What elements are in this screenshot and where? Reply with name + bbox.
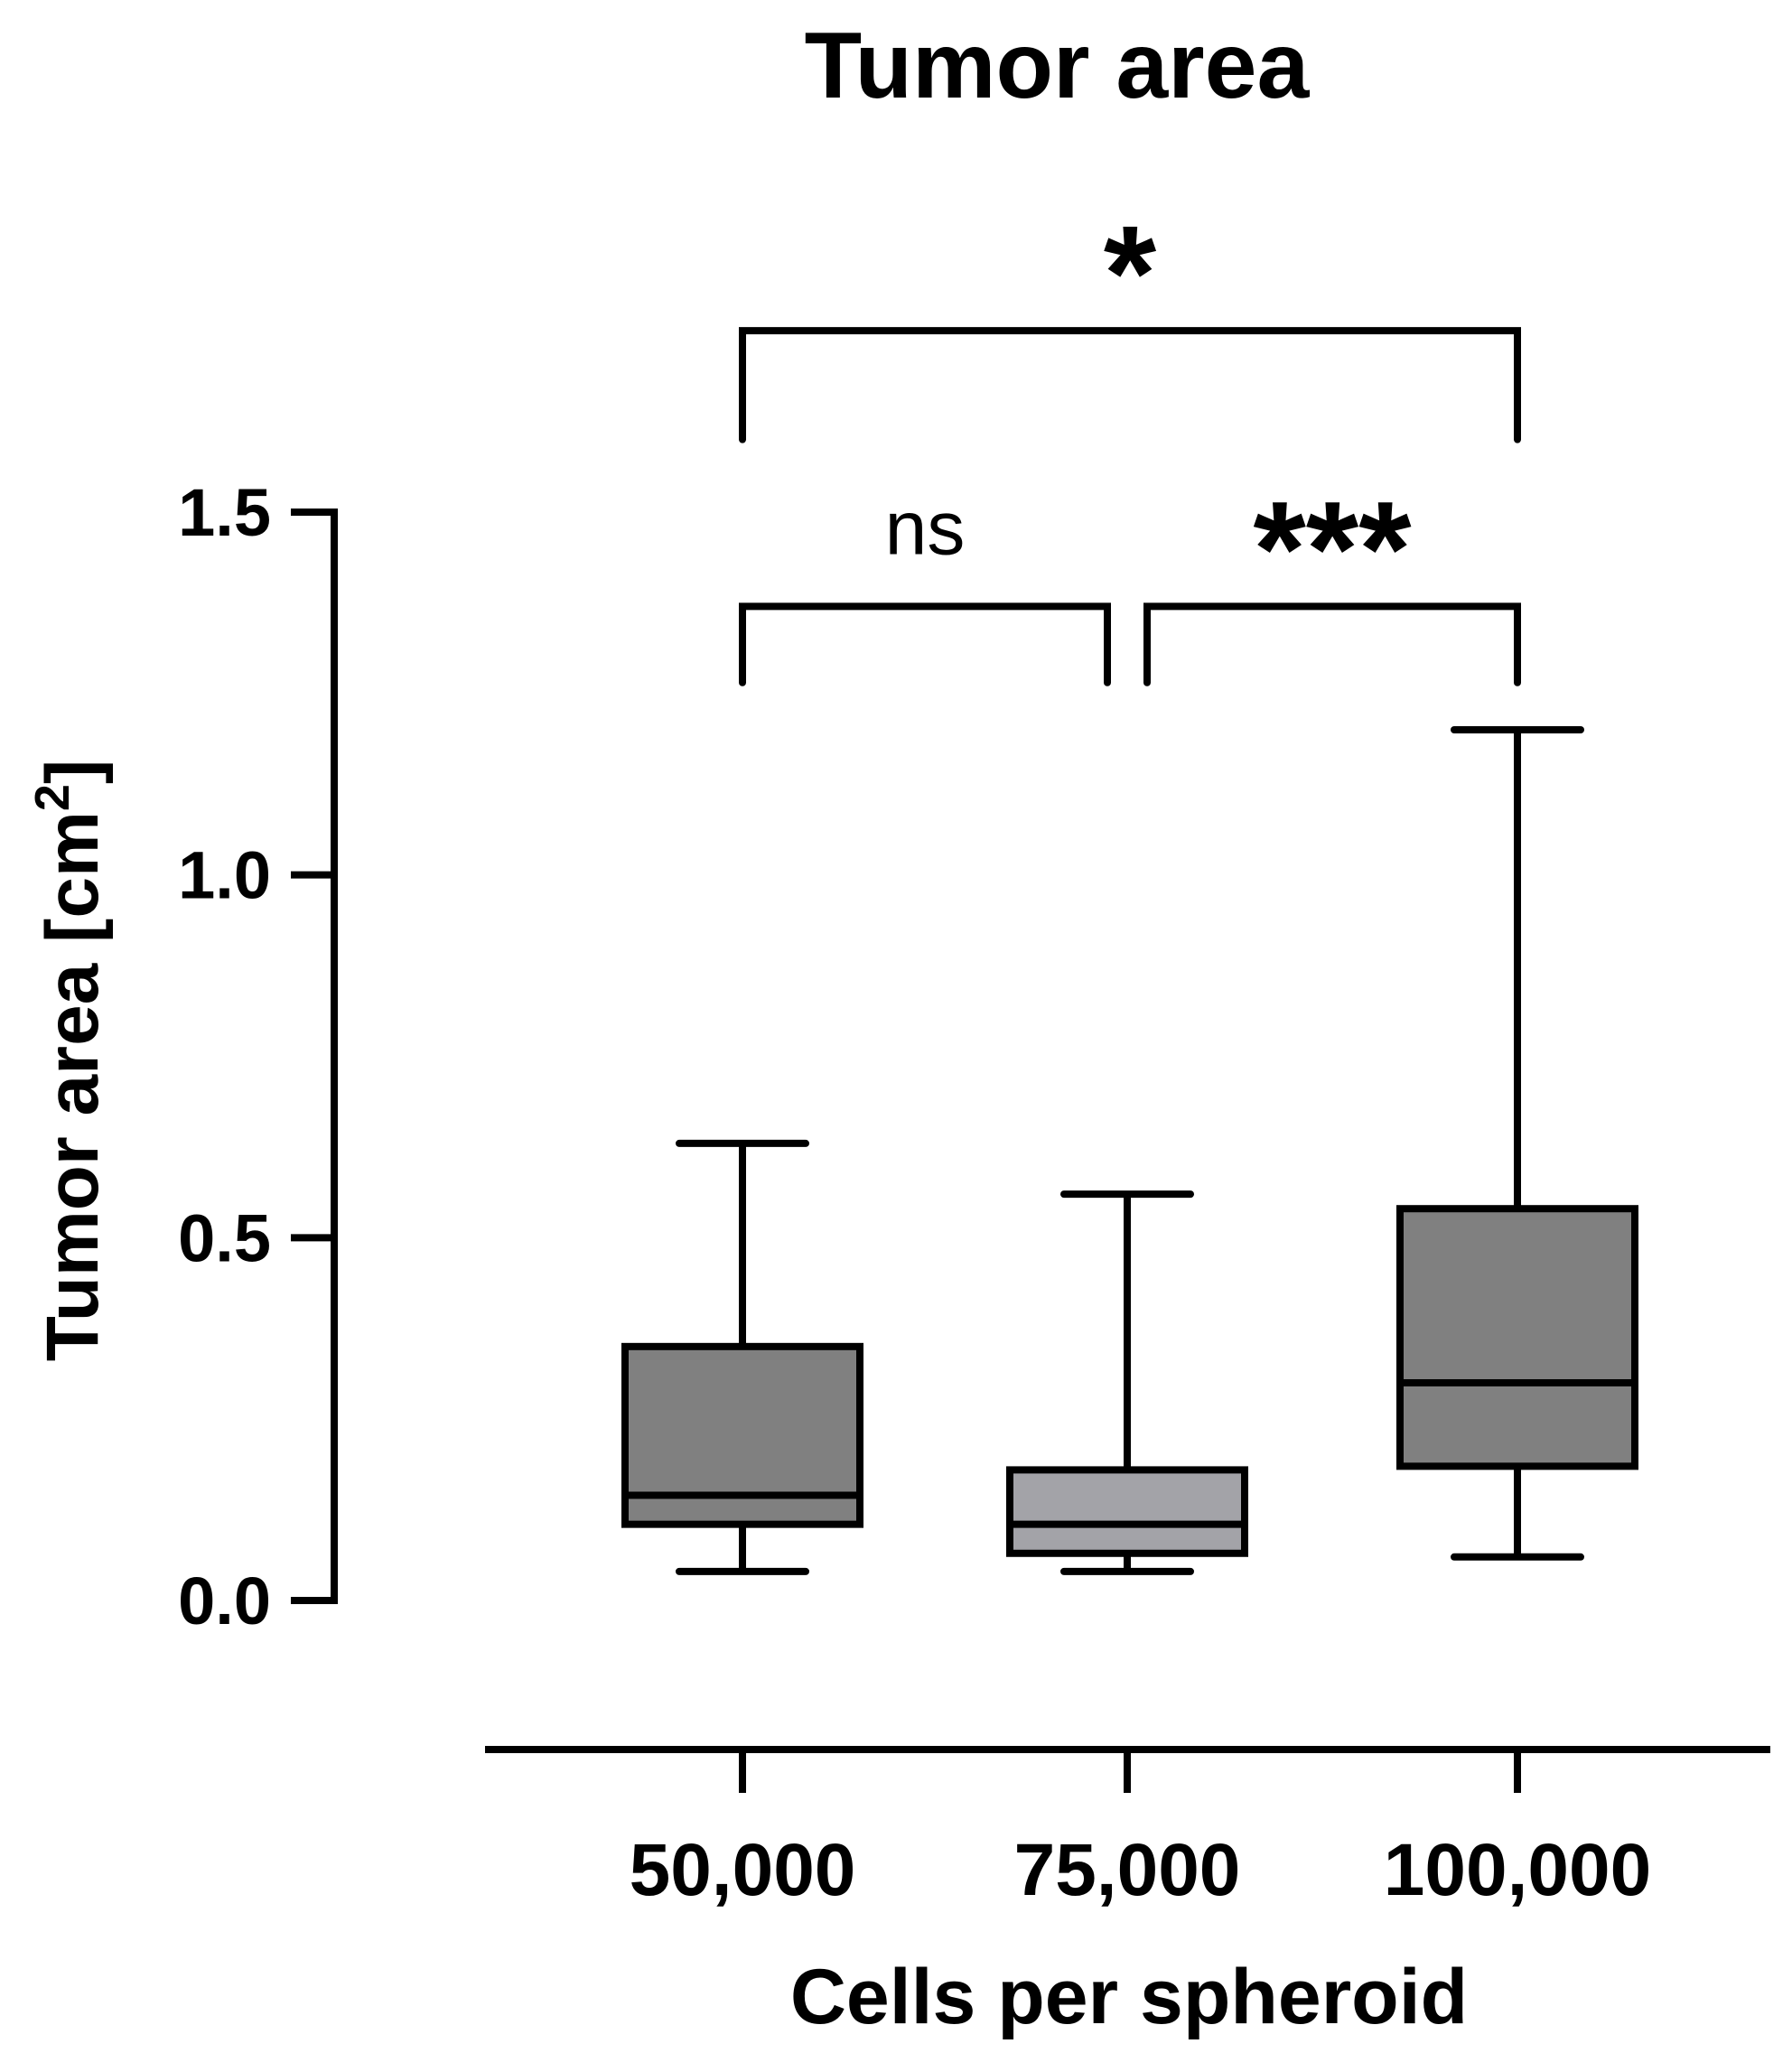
- y-axis-label-superscript: 2: [25, 784, 79, 811]
- significance-bracket-2: ns: [739, 485, 1111, 686]
- significance-label: ***: [1253, 472, 1412, 624]
- box-iqr: [1396, 1205, 1638, 1470]
- box-plot-2: [1006, 1190, 1248, 1575]
- box-plot-1: [621, 1139, 863, 1575]
- box-iqr: [1006, 1466, 1248, 1557]
- y-tick-label: 1.0: [178, 838, 271, 913]
- chart-title: Tumor area: [805, 14, 1311, 118]
- x-axis-label: Cells per spheroid: [790, 1954, 1468, 2040]
- significance-label: *: [1104, 197, 1157, 349]
- y-tick-label: 0.5: [178, 1200, 271, 1275]
- bracket-line: [1143, 602, 1521, 686]
- y-axis-label-closing: ]: [32, 760, 114, 784]
- y-tick-label: 0.0: [178, 1563, 271, 1638]
- x-tick-label: 75,000: [1014, 1829, 1241, 1911]
- x-tick-label: 50,000: [630, 1829, 856, 1911]
- significance-bracket-3: ***: [1143, 472, 1521, 686]
- significance-label: ns: [885, 485, 966, 570]
- y-tick-label: 1.5: [178, 475, 271, 550]
- bracket-line: [739, 602, 1111, 686]
- significance-brackets: * ns ***: [739, 197, 1521, 686]
- y-ticks: 0.0 0.5 1.0 1.5: [178, 475, 334, 1638]
- x-ticks: 50,000 75,000 100,000: [630, 1750, 1651, 1911]
- bracket-line: [739, 327, 1521, 443]
- x-tick-label: 100,000: [1384, 1829, 1651, 1911]
- y-axis-label-main: Tumor area [cm: [32, 811, 114, 1361]
- y-axis-label: Tumor area [cm2]: [25, 760, 114, 1361]
- box-plot-3: [1396, 726, 1638, 1561]
- significance-bracket-1: *: [739, 197, 1521, 443]
- box-plots: [621, 726, 1638, 1575]
